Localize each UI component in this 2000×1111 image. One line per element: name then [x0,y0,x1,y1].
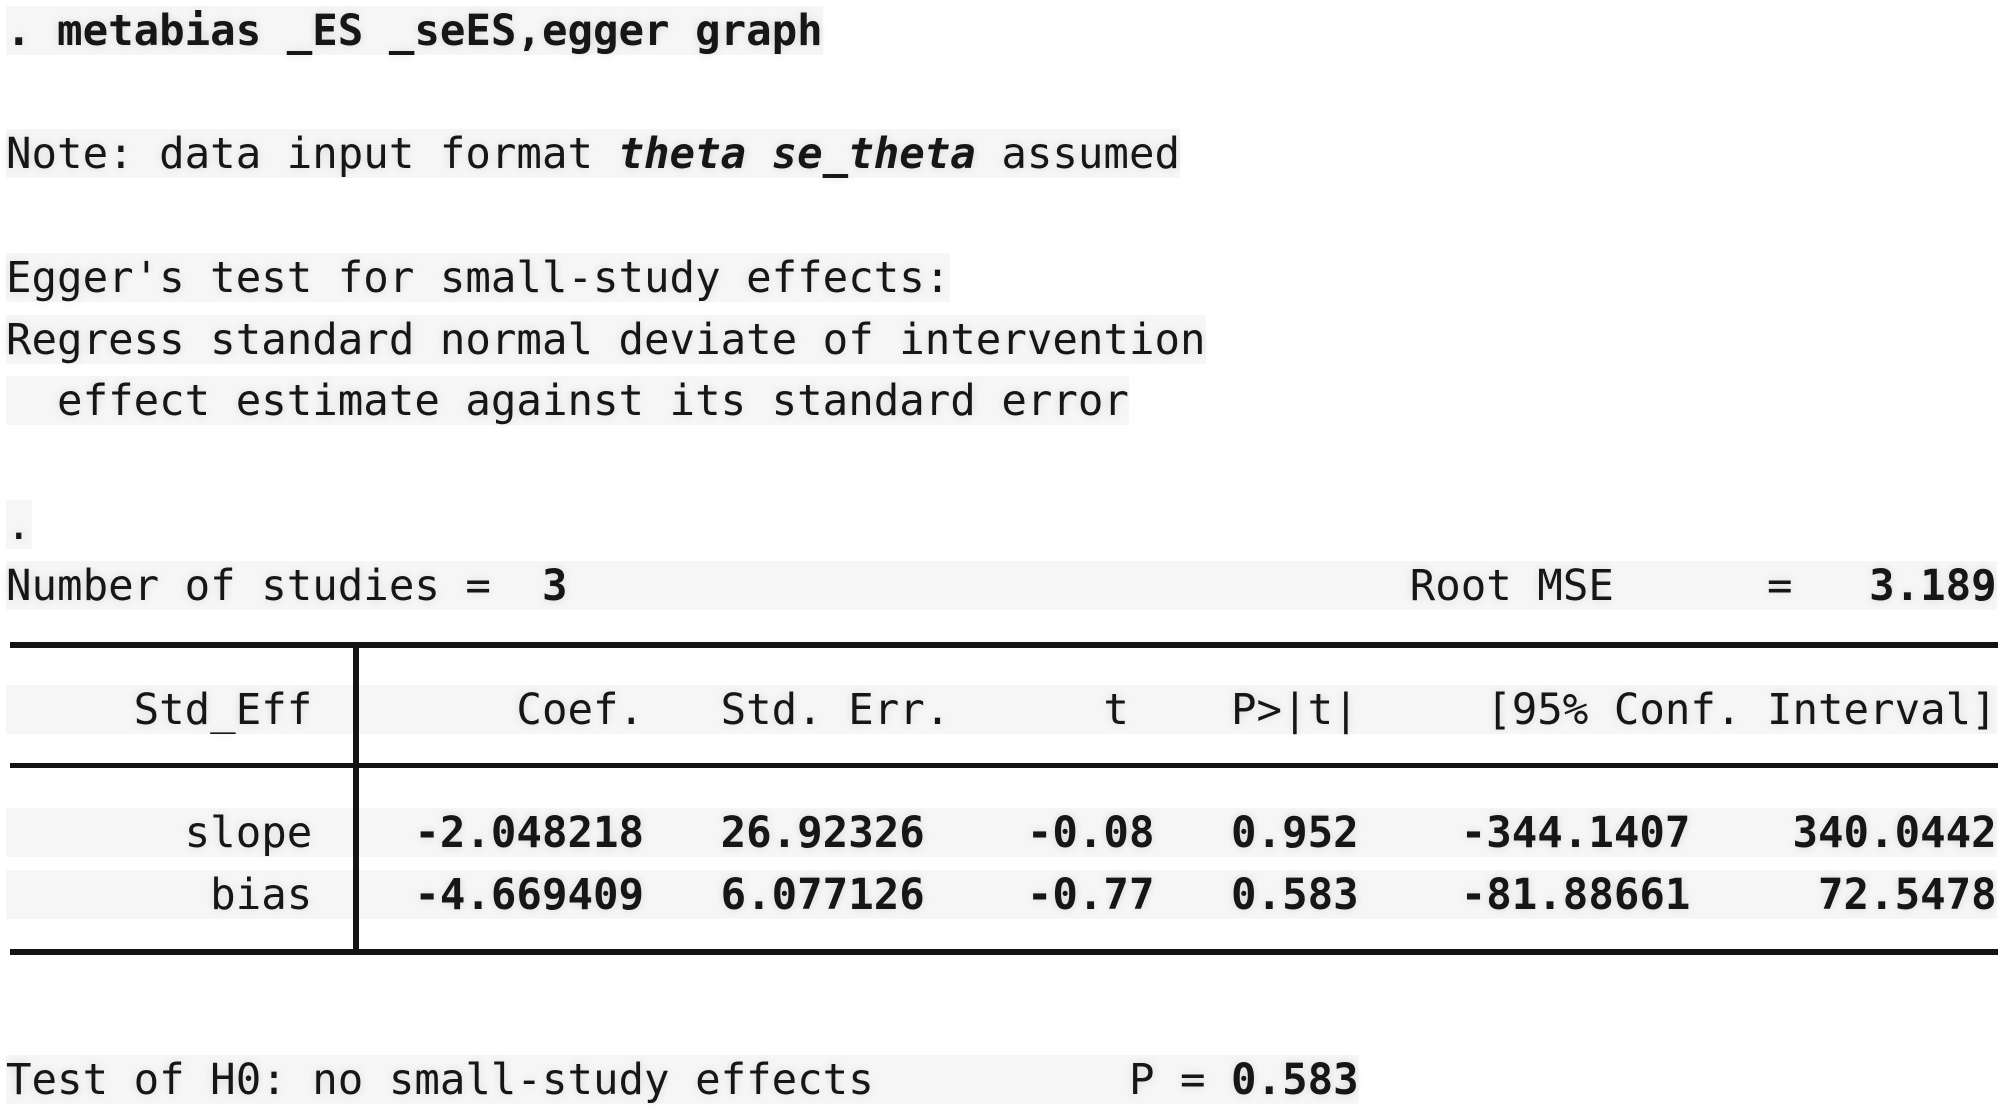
table-bottom-border [10,949,1998,955]
table-rule-row [6,741,1997,803]
command-line: . metabias _ES _seES,egger graph [6,0,1997,62]
row-values-bias: -4.669409 6.077126 -0.77 0.583 -81.88661… [414,870,1997,920]
table-row-slope: slope -2.048218 26.92326 -0.08 0.952 -34… [6,802,1997,864]
table-header-text: Std_Eff Coef. Std. Err. t P>|t| [95% Con… [6,684,1997,734]
table-header-line: Std_Eff Coef. Std. Err. t P>|t| [95% Con… [6,679,1997,741]
console-text-block: . metabias _ES _seES,egger graph Note: d… [6,0,1997,1111]
egger-desc-2: effect estimate against its standard err… [6,376,1129,426]
note-emphasis: theta se_theta [618,129,976,179]
h0-test-line: Test of H0: no small-study effects P = 0… [6,1049,1997,1111]
egger-desc-1: Regress standard normal deviate of inter… [6,314,1206,364]
continuation-dot: . [6,499,32,549]
n-studies-label: Number of studies = [6,561,542,611]
root-mse-label: Root MSE = [567,561,1870,611]
table-header-border [10,763,1998,768]
blank-line [6,185,1997,247]
blank-line [6,432,1997,494]
row-label-bias: bias [6,870,415,920]
blank-line [6,62,1997,124]
h0-test-p-value: 0.583 [1231,1055,1359,1105]
blank-line [6,988,1997,1050]
root-mse-value: 3.189 [1869,561,1997,611]
command-prompt: . [6,6,58,55]
table-rule-row [6,617,1997,679]
continuation-prompt-line: . [6,494,1997,556]
note-suffix: assumed [975,129,1180,179]
row-label-slope: slope [6,808,415,858]
egger-title: Egger's test for small-study effects: [6,252,951,302]
table-column-divider [353,642,359,955]
table-rule-row [6,926,1997,988]
table-top-border [10,642,1998,648]
h0-test-label: Test of H0: no small-study effects P = [6,1055,1232,1105]
egger-desc-line-1: Regress standard normal deviate of inter… [6,309,1997,371]
summary-line: Number of studies = 3 Root MSE = 3.189 [6,555,1997,617]
n-studies-value: 3 [541,561,568,611]
table-row-bias: bias -4.669409 6.077126 -0.77 0.583 -81.… [6,864,1997,926]
egger-title-line: Egger's test for small-study effects: [6,247,1997,309]
egger-desc-line-2: effect estimate against its standard err… [6,370,1997,432]
command-text: metabias _ES _seES,egger graph [57,6,823,55]
note-line: Note: data input format theta se_theta a… [6,123,1997,185]
row-values-slope: -2.048218 26.92326 -0.08 0.952 -344.1407… [414,808,1997,858]
note-prefix: Note: data input format [6,129,619,179]
